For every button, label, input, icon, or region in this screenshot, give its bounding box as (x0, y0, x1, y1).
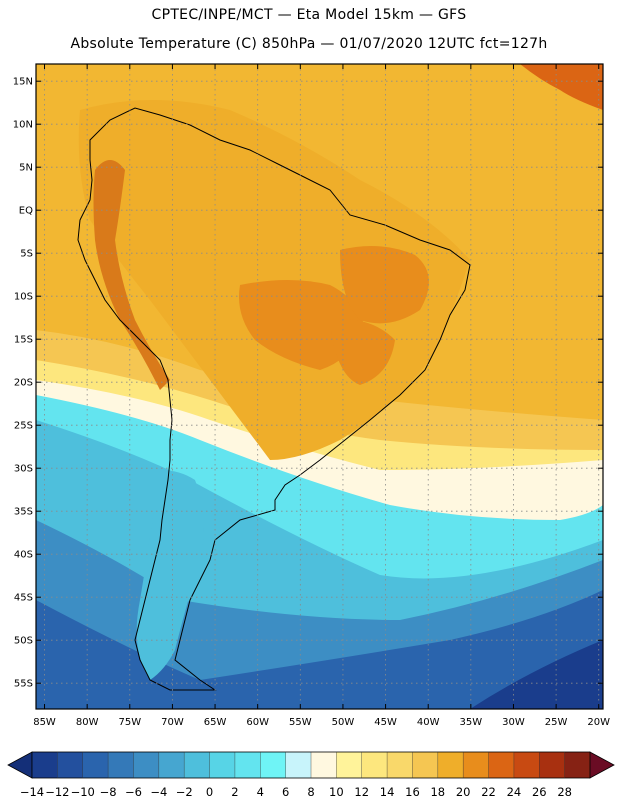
colorbar-swatch-17 (463, 752, 489, 778)
lon-tick-label-7: 50W (332, 717, 355, 728)
colorbar-label-7: 0 (206, 785, 213, 799)
field-ocean-south (36, 590, 603, 709)
colorbar-swatch-1 (57, 752, 84, 778)
colorbar: −14 −12 −10 −8 −6 −4 −2 0 2 4 6 8 10 12 14 16 18 20 22 24 26… (7, 751, 615, 799)
colorbar-swatch-4 (133, 752, 160, 778)
lon-tick-label-13: 20W (587, 717, 610, 728)
colorbar-swatch-16 (437, 752, 464, 778)
colorbar-swatch-5 (158, 752, 185, 778)
lon-tick-label-11: 30W (502, 717, 525, 728)
colorbar-label-18: 22 (481, 785, 496, 799)
colorbar-label-0: −14 (20, 785, 44, 799)
colorbar-swatch-19 (513, 752, 540, 778)
plot-frame (35, 63, 604, 710)
colorbar-over-arrow (589, 751, 615, 779)
colorbar-label-9: 4 (257, 785, 264, 799)
colorbar-label-10: 6 (282, 785, 289, 799)
lat-tick-label-10: 35S (14, 507, 33, 518)
field-interior-hot-1 (239, 280, 365, 370)
lat-tick-label-13: 50S (14, 636, 33, 647)
longitude-axis: 85W 80W 75W 70W 65W 60W 55W 50W 45W 40W 35W 30W 25W 2… (33, 64, 610, 728)
colorbar-label-14: 14 (380, 785, 395, 799)
lon-tick-label-2: 75W (118, 717, 141, 728)
lat-tick-label-4: 5S (20, 249, 33, 260)
colorbar-label-13: 12 (354, 785, 369, 799)
colorbar-label-11: 8 (307, 785, 314, 799)
field-interior-hot-3 (330, 319, 395, 385)
colorbar-label-8: 2 (231, 785, 238, 799)
lat-tick-label-2: 5N (19, 163, 33, 174)
colorbar-swatch-6 (184, 752, 210, 778)
field-andes (93, 160, 170, 390)
lon-tick-label-0: 85W (33, 717, 56, 728)
colorbar-swatch-12 (336, 752, 363, 778)
colorbar-label-6: −2 (176, 785, 193, 799)
lat-tick-label-3: EQ (19, 206, 33, 217)
field-land-cool (136, 470, 204, 680)
lon-tick-label-8: 45W (374, 717, 397, 728)
colorbar-label-4: −6 (125, 785, 142, 799)
lat-tick-label-1: 10N (13, 120, 33, 131)
colorbar-label-1: −12 (45, 785, 69, 799)
colorbar-label-16: 18 (430, 785, 445, 799)
map-title-line-1: CPTEC/INPE/MCT — Eta Model 15km — GFS (151, 7, 467, 23)
colorbar-swatch-10 (285, 752, 312, 778)
lat-tick-label-12: 45S (14, 593, 33, 604)
colorbar-swatch-0 (32, 752, 58, 778)
map-title-line-2: Absolute Temperature (C) 850hPa — 01/07/… (70, 36, 548, 52)
colorbar-swatch-13 (361, 752, 388, 778)
lat-tick-label-7: 20S (14, 378, 33, 389)
colorbar-under-arrow (7, 751, 33, 779)
colorbar-label-19: 24 (507, 785, 522, 799)
lat-tick-label-11: 40S (14, 550, 33, 561)
lon-tick-label-10: 35W (460, 717, 483, 728)
lat-tick-label-0: 15N (13, 77, 33, 88)
colorbar-label-20: 26 (532, 785, 547, 799)
colorbar-label-5: −4 (150, 785, 167, 799)
colorbar-swatch-7 (209, 752, 236, 778)
colorbar-swatch-18 (488, 752, 515, 778)
colorbar-swatch-14 (387, 752, 413, 778)
colorbar-label-21: 28 (557, 785, 572, 799)
field-ocean-south-deep (470, 640, 603, 709)
colorbar-swatch-20 (539, 752, 566, 778)
colorbar-label-3: −8 (100, 785, 117, 799)
lat-tick-label-14: 55S (14, 679, 33, 690)
coastlines (77, 107, 471, 691)
colorbar-swatch-9 (260, 752, 287, 778)
lat-tick-label-9: 30S (14, 464, 33, 475)
latitude-axis: 15N 10N 5N EQ 5S 10S 15S 20S 25S 30S 35S 40S 45S 50S 5… (13, 77, 603, 690)
colorbar-swatch-8 (234, 752, 261, 778)
colorbar-label-15: 16 (405, 785, 420, 799)
lon-tick-label-6: 55W (289, 717, 312, 728)
colorbar-swatch-15 (412, 752, 439, 778)
colorbar-label-17: 20 (456, 785, 471, 799)
lon-tick-label-12: 25W (545, 717, 568, 728)
lon-tick-label-1: 80W (76, 717, 99, 728)
lon-tick-label-5: 60W (246, 717, 269, 728)
lon-tick-label-9: 40W (417, 717, 440, 728)
lon-tick-label-3: 70W (161, 717, 184, 728)
colorbar-swatch-2 (82, 752, 109, 778)
colorbar-swatch-21 (564, 752, 591, 778)
colorbar-label-2: −10 (71, 785, 95, 799)
lat-tick-label-5: 10S (14, 292, 33, 303)
lon-tick-label-4: 65W (204, 717, 227, 728)
lat-tick-label-8: 25S (14, 421, 33, 432)
south-america-coastline (77, 107, 471, 691)
colorbar-swatch-3 (108, 752, 134, 778)
field-interior-hot-2 (340, 246, 429, 324)
field-ne-corner-hot (520, 64, 603, 110)
colorbar-label-12: 10 (329, 785, 344, 799)
plot-area (36, 64, 603, 709)
colorbar-swatch-11 (311, 752, 337, 778)
lat-tick-label-6: 15S (14, 335, 33, 346)
